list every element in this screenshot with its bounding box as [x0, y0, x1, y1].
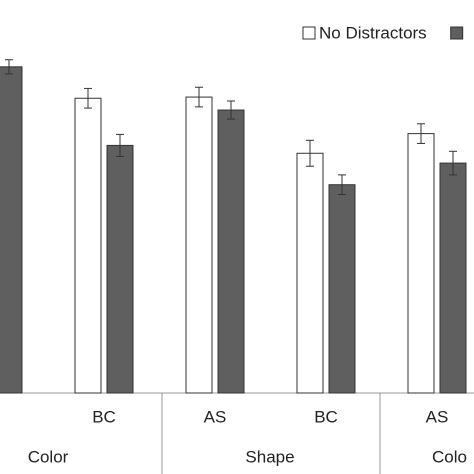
bar	[217, 109, 245, 394]
error-bar	[306, 139, 314, 167]
bar	[0, 66, 23, 394]
error-bar	[5, 59, 13, 75]
bar	[296, 152, 324, 394]
x-tick-label: AS	[426, 407, 449, 426]
legend-swatch	[450, 26, 464, 40]
error-bar	[195, 86, 203, 108]
legend-label: No Distractors	[319, 23, 427, 42]
group-label: Shape	[245, 447, 294, 466]
error-bar	[338, 174, 346, 196]
bar	[74, 97, 102, 394]
bar	[407, 133, 435, 394]
error-bar	[417, 123, 425, 144]
error-bar	[449, 150, 457, 176]
bar	[106, 144, 134, 394]
error-bar	[84, 87, 92, 109]
x-tick-label: AS	[204, 407, 227, 426]
x-tick-label: BC	[92, 407, 116, 426]
bar	[185, 96, 213, 394]
x-tick-label: BC	[314, 407, 338, 426]
error-bar	[116, 133, 124, 157]
group-label: Colo	[432, 447, 467, 466]
group-label: Color	[28, 447, 69, 466]
legend-swatch	[302, 26, 316, 40]
error-bar	[227, 100, 235, 120]
bar	[439, 162, 467, 394]
bar	[328, 184, 356, 394]
